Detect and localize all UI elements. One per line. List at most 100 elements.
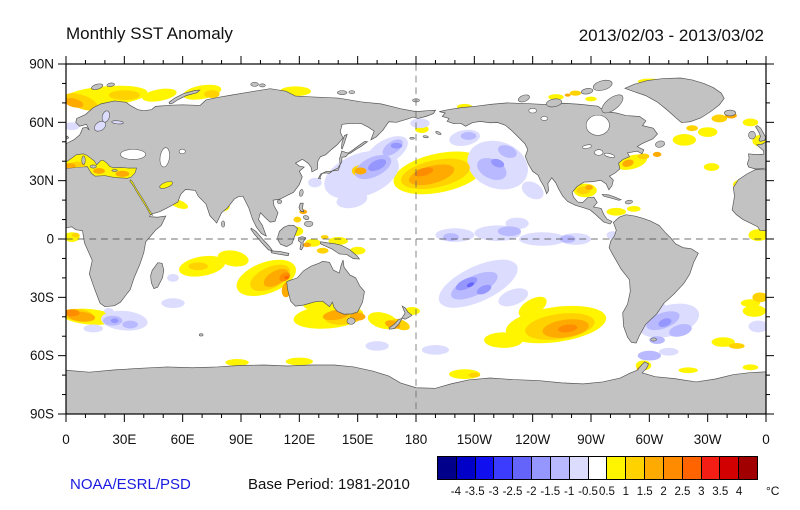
island — [624, 199, 633, 205]
island — [81, 155, 86, 165]
axis-ticks — [58, 56, 774, 422]
sst-anomaly-region — [637, 350, 661, 361]
sst-anomaly-region — [451, 271, 498, 300]
sst-anomaly-region — [217, 250, 249, 267]
sst-anomaly-region — [115, 170, 130, 177]
sst-anomaly-region — [558, 324, 578, 333]
red-sea — [129, 179, 154, 216]
sst-anomaly-region — [66, 163, 76, 169]
inland-sea — [178, 148, 186, 155]
landmass — [319, 241, 361, 260]
colorbar-tick-label: 1 — [622, 486, 630, 498]
landmass — [340, 133, 348, 150]
sst-anomaly-region — [167, 274, 179, 282]
island — [546, 98, 563, 108]
colorbar-cell — [513, 457, 533, 479]
colorbar-cell — [550, 457, 570, 479]
island — [89, 164, 97, 169]
sst-anomaly-region — [293, 216, 302, 223]
landmass — [66, 88, 437, 308]
lat-tick-label: 0 — [46, 232, 54, 247]
sst-anomaly-region — [108, 90, 140, 100]
colorbar-tick-label: -2.5 — [502, 486, 523, 498]
sst-anomaly-region — [316, 247, 329, 254]
landmass — [277, 224, 298, 247]
sst-anomaly-region — [606, 207, 626, 216]
lat-tick-label: 30S — [30, 290, 54, 305]
sst-anomaly-region — [626, 205, 641, 212]
landmass — [731, 169, 766, 231]
sst-anomaly-region — [263, 268, 289, 287]
sst-anomaly-region — [742, 364, 759, 371]
colorbar-unit: °C — [766, 484, 780, 498]
sst-anomaly-region — [122, 320, 138, 329]
colorbar-cell — [588, 457, 608, 479]
sst-anomaly-region — [455, 277, 478, 291]
island — [336, 90, 348, 95]
colorbar-tick-label: -0.5 — [578, 486, 598, 498]
persian-gulf — [159, 181, 173, 189]
island — [348, 90, 356, 95]
lon-tick-label: 30W — [694, 432, 722, 447]
map-frame — [65, 63, 767, 415]
sst-anomaly-region — [460, 132, 477, 140]
island — [409, 137, 415, 140]
colorbar-cell — [645, 457, 664, 479]
sst-anomaly-region — [320, 235, 329, 239]
sst-anomaly-region — [703, 163, 720, 171]
colorbar-tick-label: -1 — [564, 486, 575, 498]
sst-anomaly-region — [443, 233, 459, 241]
sst-anomaly-region — [740, 299, 761, 308]
landmass — [150, 262, 165, 290]
lon-tick-label: 120W — [515, 432, 551, 447]
sst-anomaly-region — [518, 296, 547, 318]
landmass — [250, 227, 274, 251]
colorbar-tick-label: 2.5 — [674, 486, 691, 498]
landmass — [347, 140, 369, 154]
landmass — [624, 77, 725, 123]
landmass — [66, 135, 70, 140]
sst-anomaly-region — [569, 90, 582, 96]
sst-anomaly-region — [742, 305, 766, 317]
sst-anomaly-region — [161, 298, 185, 309]
inland-sea — [603, 152, 616, 158]
colorbar-cell — [720, 457, 740, 479]
sst-anomaly-region — [66, 93, 99, 111]
sst-anomaly-region — [752, 292, 766, 303]
island — [422, 135, 429, 139]
inland-sea — [582, 144, 593, 149]
inland-sea — [594, 149, 604, 156]
sst-anomaly-region — [658, 318, 672, 327]
sst-anomaly-region — [548, 94, 564, 100]
colorbar-tick-label: 2 — [660, 486, 667, 498]
sst-anomaly-region — [328, 237, 348, 245]
sst-anomaly-region — [66, 122, 80, 131]
sst-anomaly-region — [368, 159, 387, 172]
landmass — [601, 194, 622, 201]
island — [748, 130, 756, 140]
sst-anomaly-region — [652, 151, 662, 157]
sst-anomaly-region — [669, 323, 692, 337]
island — [106, 82, 115, 87]
lon-tick-label: 150E — [342, 432, 374, 447]
sst-anomaly-region — [71, 232, 80, 238]
island — [259, 83, 266, 88]
island — [581, 88, 594, 95]
sst-anomaly-region — [410, 118, 430, 129]
landmass — [168, 89, 201, 105]
landmass — [298, 236, 307, 251]
island — [592, 79, 613, 91]
lon-tick-label: 60W — [635, 432, 663, 447]
colorbar-cell — [682, 457, 702, 479]
sst-anomaly-region — [498, 145, 517, 158]
sst-anomaly-region — [83, 324, 103, 333]
island — [601, 94, 624, 114]
colorbar-cell — [701, 457, 721, 479]
credit-label: NOAA/ESRL/PSD — [70, 476, 191, 493]
page-title: Monthly SST Anomaly — [66, 24, 233, 43]
colorbar-cell — [456, 457, 476, 479]
axis-labels: 0 30E 60E 90E 120E 150E 180 150W 120W 90W 60W 30W 09… — [29, 57, 770, 448]
landmass — [746, 141, 766, 170]
baltic-sea — [111, 120, 124, 125]
